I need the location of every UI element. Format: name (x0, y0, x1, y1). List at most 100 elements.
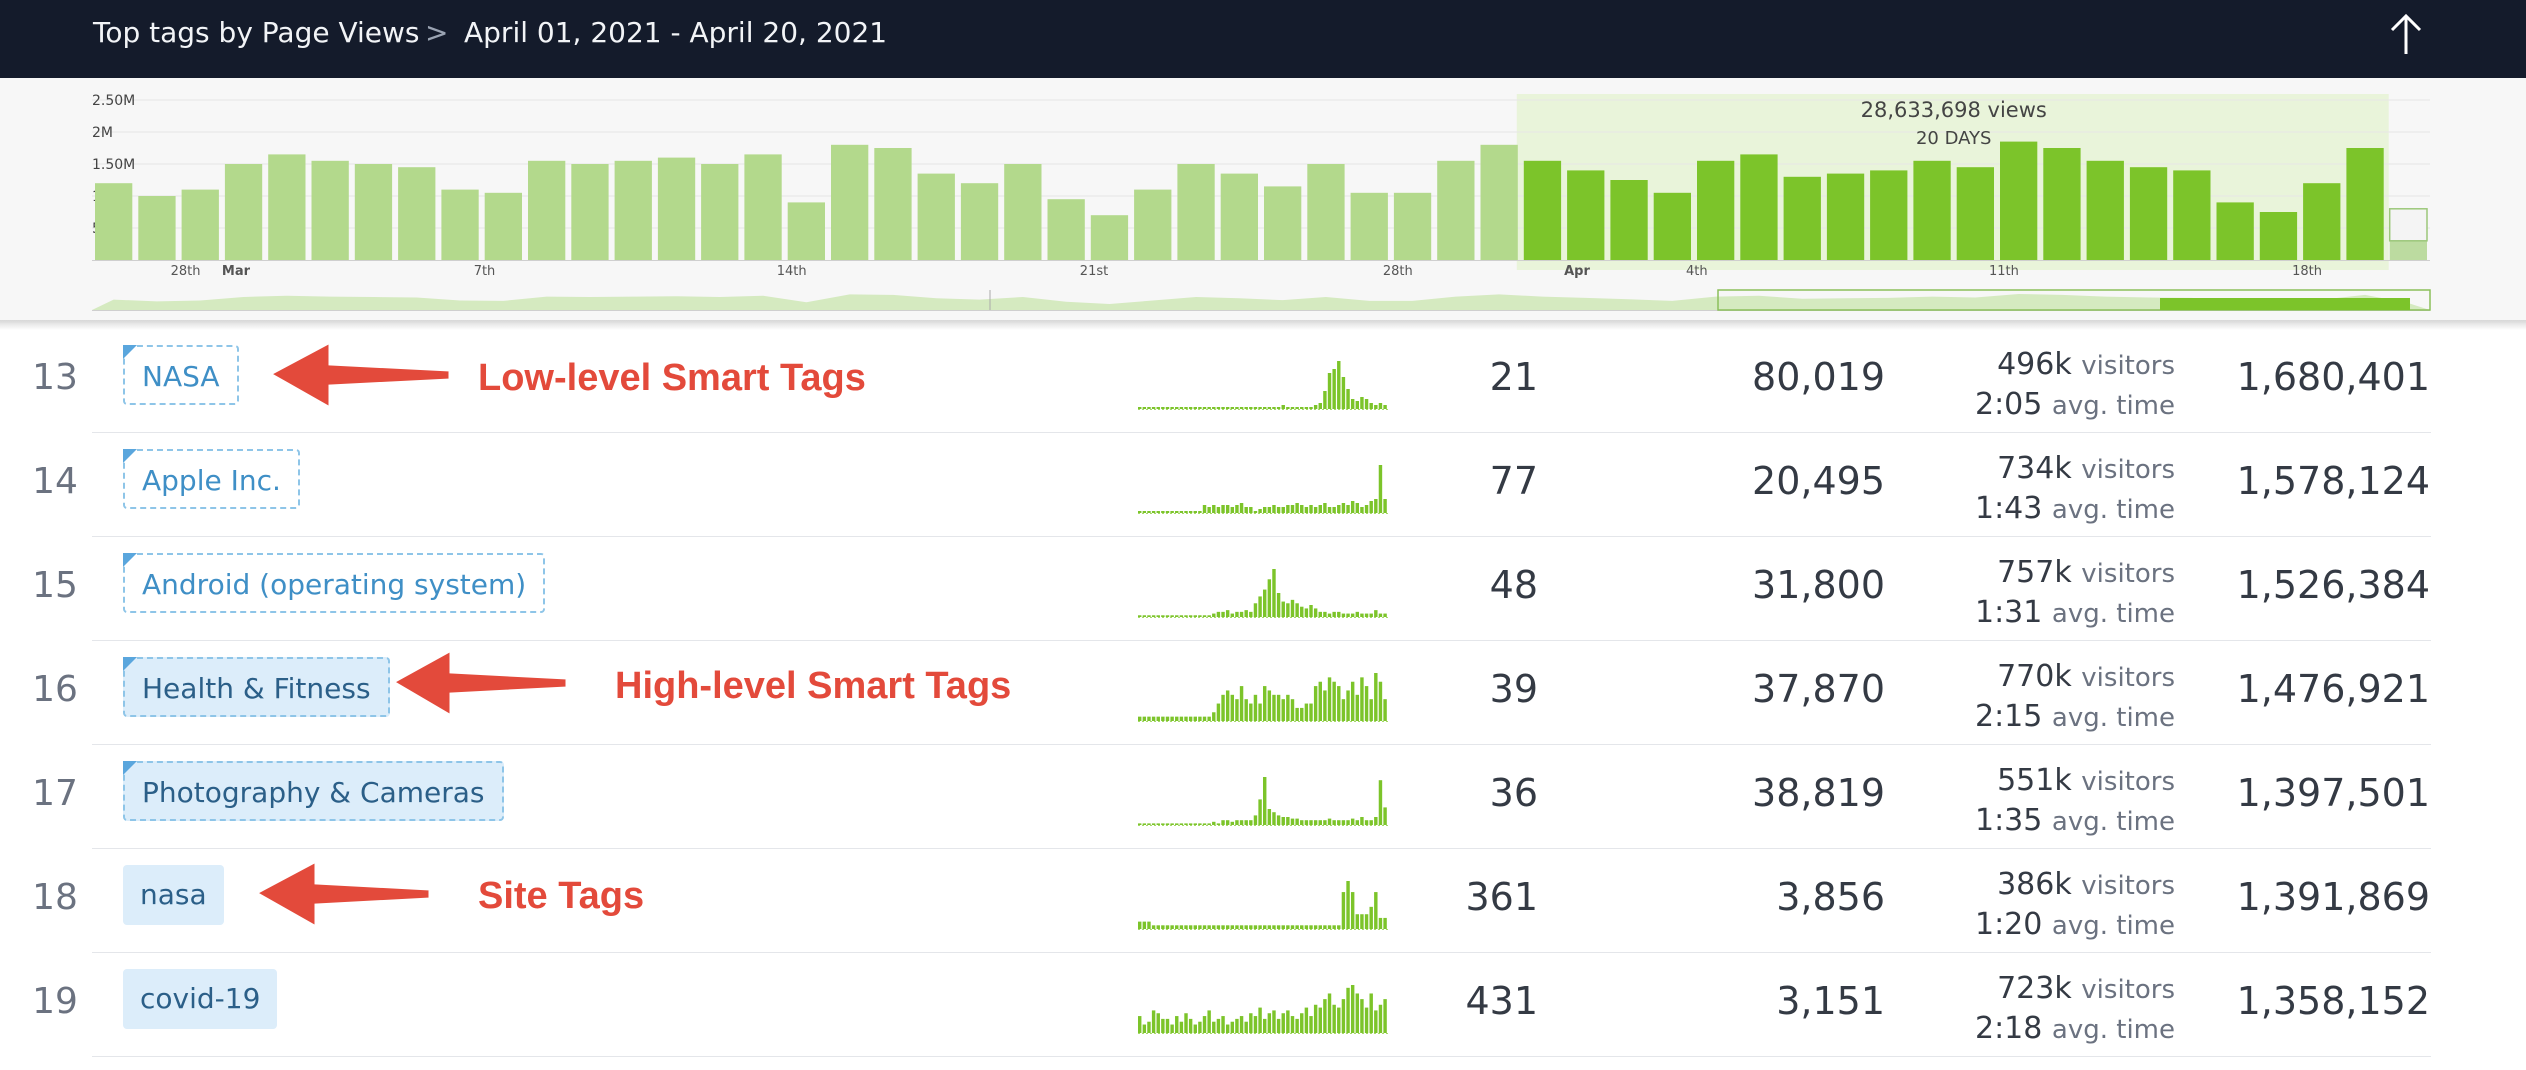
spark-bar (1175, 1016, 1179, 1033)
sparkline (1138, 985, 1388, 1034)
overview-bar (2303, 183, 2341, 260)
tag-chip[interactable]: Photography & Cameras (123, 761, 504, 821)
overview-chart-svg[interactable]: 2.50M2M1.50M1M500k28thMar7th14th21st28th… (0, 78, 2526, 323)
spark-bar (1318, 820, 1322, 825)
spark-bar (1193, 1024, 1197, 1033)
spark-bar (1216, 703, 1221, 721)
tag-chip[interactable]: nasa (123, 865, 224, 925)
spark-bar (1263, 507, 1267, 513)
spark-bar (1198, 925, 1202, 929)
spark-bar (1202, 1016, 1207, 1033)
page-title[interactable]: Top tags by Page Views (93, 16, 420, 49)
spark-bar (1267, 579, 1272, 617)
spark-bar (1151, 1010, 1156, 1033)
table-row[interactable]: 15 Android (operating system) 48 31,800 757k… (0, 537, 2526, 641)
spark-bar (1300, 820, 1304, 825)
spark-bar (1309, 703, 1313, 721)
tag-chip[interactable]: Android (operating system) (123, 553, 546, 613)
spark-bar (1225, 610, 1230, 617)
spark-bar (1235, 925, 1239, 929)
table-row[interactable]: 16 Health & Fitness 39 37,870 770k visitors 2… (0, 641, 2526, 745)
table-row[interactable]: 14 Apple Inc. 77 20,495 734k visitors 1:43 av… (0, 433, 2526, 537)
spark-bar (1276, 593, 1281, 617)
overview-bar (2129, 167, 2168, 260)
table-row[interactable]: 17 Photography & Cameras 36 38,819 551k visi… (0, 745, 2526, 849)
row-divider (92, 848, 2431, 849)
visitors-line: 770k visitors (1925, 659, 2175, 694)
spark-bar (1295, 925, 1299, 929)
spark-bar (1378, 465, 1383, 513)
overview-bar (2216, 202, 2254, 260)
spark-bar (1239, 925, 1244, 929)
spark-bar (1184, 1013, 1188, 1033)
spark-bar (1212, 407, 1216, 409)
overview-bar (2086, 160, 2124, 260)
spark-bar (1253, 694, 1258, 721)
spark-bar (1350, 399, 1355, 409)
overview-bar (571, 164, 609, 260)
spark-bar (1281, 601, 1285, 617)
spark-bar (1350, 681, 1355, 721)
tag-label: NASA (142, 360, 220, 393)
spark-bar (1286, 505, 1290, 513)
column-2-value: 3,856 (1776, 875, 1885, 919)
arrow-up-icon[interactable] (2386, 10, 2426, 60)
row-rank: 13 (32, 357, 78, 398)
spark-bar (1253, 603, 1258, 617)
spark-bar (1318, 681, 1322, 721)
tag-chip[interactable]: covid-19 (123, 969, 278, 1029)
spark-bar (1184, 615, 1188, 617)
spark-bar (1138, 716, 1142, 721)
spark-bar (1230, 507, 1235, 513)
spark-bar (1202, 716, 1207, 721)
spark-bar (1212, 613, 1216, 617)
spark-bar (1378, 681, 1383, 721)
overview-bar (917, 173, 955, 260)
spark-bar (1374, 499, 1378, 513)
annotation-low-level: Low-level Smart Tags (478, 357, 866, 399)
spark-bar (1138, 615, 1142, 617)
spark-bar (1179, 511, 1184, 513)
spark-bar (1179, 615, 1184, 617)
spark-bar (1138, 1016, 1142, 1033)
spark-bar (1161, 925, 1165, 929)
table-row[interactable]: 19 covid-19 431 3,151 723k visitors 2:18 avg.… (0, 953, 2526, 1057)
spark-bar (1355, 401, 1360, 409)
spark-bar (1188, 823, 1193, 825)
spark-bar (1193, 716, 1197, 721)
overview-bar (1870, 170, 1908, 260)
tag-chip[interactable]: NASA (123, 345, 239, 405)
spark-bar (1184, 407, 1188, 409)
current-day-marker (2388, 208, 2428, 242)
spark-bar (1332, 1004, 1336, 1033)
spark-bar (1202, 615, 1207, 617)
spark-bar (1313, 507, 1318, 513)
overview-bar (1740, 154, 1778, 260)
spark-bar (1309, 505, 1313, 513)
spark-bar (1170, 407, 1174, 409)
spark-bar (1249, 507, 1253, 513)
x-tick-label: 18th (2292, 264, 2322, 279)
spark-bar (1138, 511, 1142, 513)
tag-count: 431 (1465, 979, 1538, 1023)
tag-chip[interactable]: Health & Fitness (123, 657, 390, 717)
spark-bar (1225, 925, 1230, 929)
spark-bar (1235, 699, 1239, 721)
tag-label: Apple Inc. (142, 464, 281, 497)
spark-bar (1239, 611, 1244, 617)
table-row[interactable]: 18 nasa 361 3,856 386k visitors 1:20 avg. tim… (0, 849, 2526, 953)
spark-bar (1295, 603, 1299, 617)
date-range[interactable]: April 01, 2021 - April 20, 2021 (464, 16, 888, 49)
spark-bar (1286, 407, 1290, 409)
spark-bar (1258, 407, 1262, 409)
visitors-value: 734k (1997, 451, 2072, 486)
tag-chip[interactable]: Apple Inc. (123, 449, 300, 509)
table-row[interactable]: 13 NASA 21 80,019 496k visitors 2:05 avg. tim… (0, 329, 2526, 433)
spark-bar (1290, 699, 1295, 721)
spark-bar (1276, 694, 1281, 721)
spark-bar (1309, 407, 1313, 409)
spark-bar (1300, 407, 1304, 409)
spark-bar (1290, 599, 1295, 617)
spark-bar (1244, 820, 1248, 825)
overview-chart[interactable]: 2.50M2M1.50M1M500k28thMar7th14th21st28th… (0, 78, 2526, 323)
